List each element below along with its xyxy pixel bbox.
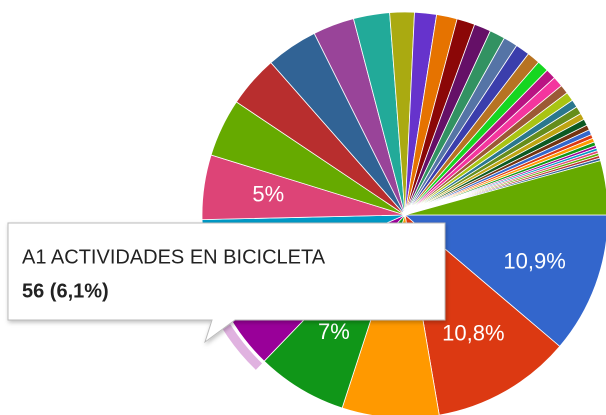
tooltip: A1 ACTIVIDADES EN BICICLETA 56 (6,1%) bbox=[7, 222, 446, 344]
slice bbox=[404, 160, 606, 216]
slice-label: 7% bbox=[318, 319, 350, 344]
tooltip-box bbox=[7, 222, 446, 344]
tooltip-title: A1 ACTIVIDADES EN BICICLETA bbox=[22, 246, 326, 268]
slice-labels: 10,9% 10,8% 7% 5% bbox=[252, 182, 565, 346]
tooltip-value: 56 (6,1%) bbox=[22, 280, 109, 302]
slice-label: 10,8% bbox=[442, 321, 504, 346]
slice-label: 10,9% bbox=[503, 248, 565, 273]
slice-label: 5% bbox=[252, 182, 284, 207]
pie bbox=[201, 11, 606, 415]
slice bbox=[403, 214, 606, 347]
